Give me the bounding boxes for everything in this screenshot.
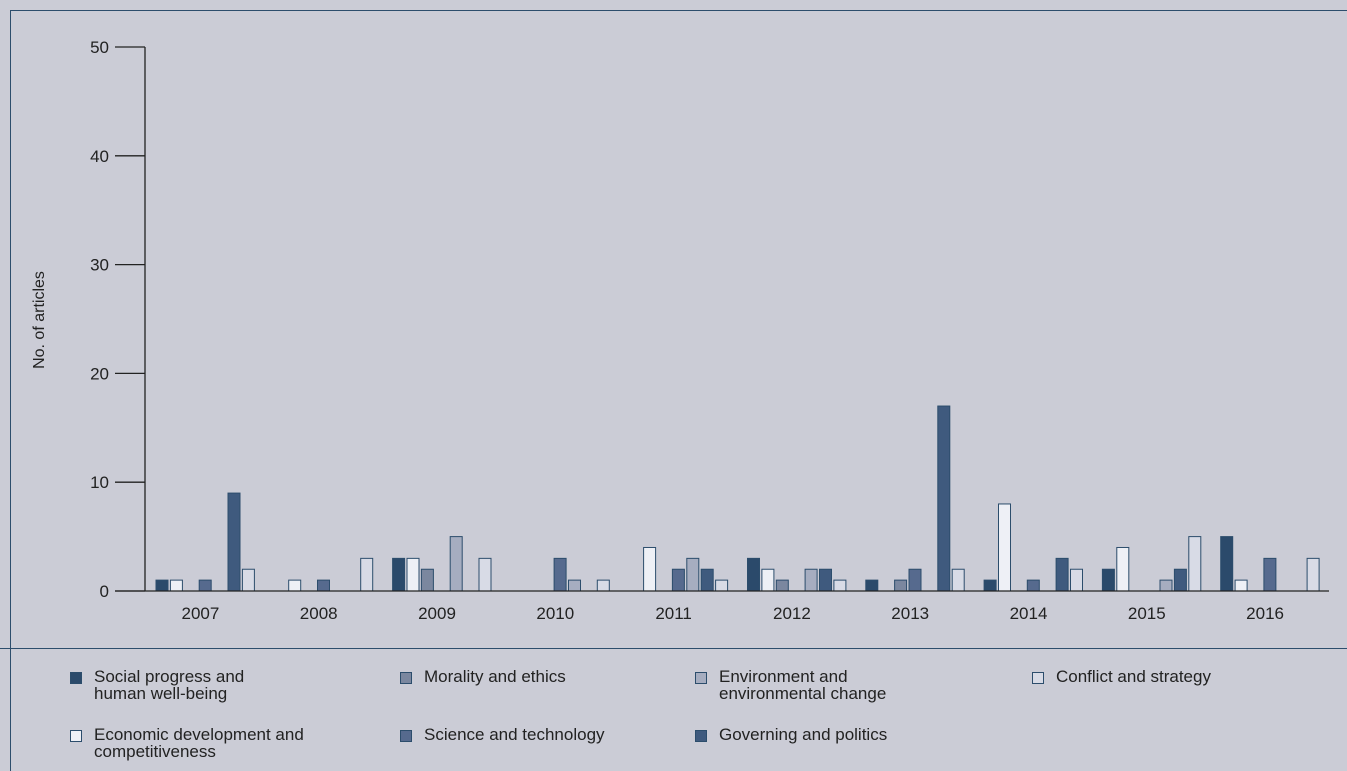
x-tick-label: 2016 bbox=[1246, 604, 1284, 623]
bar bbox=[198, 579, 212, 592]
y-tick-label: 10 bbox=[90, 473, 109, 492]
legend-swatch bbox=[1032, 672, 1044, 684]
legend-label: Morality and ethics bbox=[424, 667, 566, 686]
bar bbox=[288, 579, 302, 592]
bar bbox=[937, 405, 951, 592]
bar bbox=[227, 492, 241, 592]
bar-chart: 0 10 20 30 40 50 2007 2008 2009 2010 2011 2012 2013 2… bbox=[31, 38, 1329, 623]
bar bbox=[671, 568, 685, 592]
bar bbox=[241, 568, 255, 592]
x-tick-label: 2009 bbox=[418, 604, 456, 623]
y-tick-label: 0 bbox=[100, 582, 109, 601]
bar bbox=[553, 557, 567, 592]
legend-label: Economic development and competitiveness bbox=[94, 725, 304, 761]
y-tick-label: 50 bbox=[90, 38, 109, 57]
y-tick-label: 40 bbox=[90, 147, 109, 166]
legend-label: Governing and politics bbox=[719, 725, 888, 744]
legend-swatch bbox=[70, 672, 82, 684]
bar bbox=[983, 579, 997, 592]
legend-item-science-technology: Science and technology bbox=[400, 726, 605, 743]
bar bbox=[819, 568, 832, 592]
bar bbox=[747, 557, 760, 592]
bar bbox=[1026, 579, 1040, 592]
bar bbox=[1220, 536, 1234, 592]
legend-item-economic-development: Economic development and competitiveness bbox=[70, 726, 304, 760]
bar bbox=[908, 568, 922, 592]
x-tick-label: 2008 bbox=[300, 604, 338, 623]
legend-swatch bbox=[400, 672, 412, 684]
legend-swatch bbox=[70, 730, 82, 742]
legend-swatch bbox=[695, 672, 707, 684]
x-tick-label: 2015 bbox=[1128, 604, 1166, 623]
x-tick-label: 2007 bbox=[181, 604, 219, 623]
bar bbox=[155, 579, 169, 592]
bar bbox=[392, 557, 406, 592]
bar bbox=[406, 557, 420, 592]
bars-group bbox=[155, 405, 1320, 592]
x-tick-label: 2013 bbox=[891, 604, 929, 623]
plot-border-top bbox=[10, 10, 1347, 11]
bar bbox=[951, 568, 965, 592]
bar bbox=[761, 568, 775, 592]
x-tick-label: 2011 bbox=[655, 604, 692, 623]
legend-label: Science and technology bbox=[424, 725, 605, 744]
bar bbox=[449, 536, 463, 592]
legend-item-environment: Environment and environmental change bbox=[695, 668, 886, 702]
bar bbox=[1234, 579, 1248, 592]
bar bbox=[1159, 579, 1173, 592]
bar bbox=[596, 579, 610, 592]
axes-group: 0 10 20 30 40 50 2007 2008 2009 2010 2011 2012 2013 2… bbox=[90, 38, 1329, 623]
y-tick-label: 20 bbox=[90, 364, 109, 383]
bar bbox=[700, 568, 714, 592]
bar bbox=[169, 579, 183, 592]
legend-item-governing-politics: Governing and politics bbox=[695, 726, 887, 743]
bar bbox=[317, 579, 330, 592]
bar bbox=[1173, 568, 1187, 592]
bar bbox=[420, 568, 434, 592]
bar bbox=[865, 579, 879, 592]
legend-item-social-progress: Social progress and human well-being bbox=[70, 668, 244, 702]
bar bbox=[804, 568, 818, 592]
bar bbox=[1188, 536, 1202, 592]
legend-swatch bbox=[400, 730, 412, 742]
bar bbox=[1101, 568, 1115, 592]
legend-label: Conflict and strategy bbox=[1056, 667, 1211, 686]
y-tick-label: 30 bbox=[90, 256, 109, 275]
legend-label: Environment and environmental change bbox=[719, 667, 887, 703]
bar bbox=[686, 557, 700, 592]
bar bbox=[894, 579, 908, 592]
legend-label: Social progress and human well-being bbox=[94, 667, 245, 703]
bar bbox=[1070, 568, 1083, 592]
legend-divider bbox=[0, 648, 1347, 649]
bar bbox=[715, 579, 729, 592]
plot-border-left bbox=[10, 10, 11, 771]
legend-item-morality-ethics: Morality and ethics bbox=[400, 668, 566, 685]
bar bbox=[998, 503, 1011, 592]
bar bbox=[833, 579, 847, 592]
bar bbox=[1263, 557, 1277, 592]
bar bbox=[478, 557, 492, 592]
bar bbox=[360, 557, 374, 592]
y-axis-title: No. of articles bbox=[31, 271, 48, 369]
bar bbox=[1055, 557, 1069, 592]
legend-swatch bbox=[695, 730, 707, 742]
legend-item-conflict-strategy: Conflict and strategy bbox=[1032, 668, 1211, 685]
bar bbox=[1306, 557, 1320, 592]
bar bbox=[775, 579, 789, 592]
x-tick-label: 2012 bbox=[773, 604, 811, 623]
bar bbox=[1116, 546, 1130, 592]
x-tick-label: 2014 bbox=[1010, 604, 1048, 623]
bar bbox=[643, 546, 657, 592]
bar bbox=[568, 579, 581, 592]
x-tick-label: 2010 bbox=[536, 604, 574, 623]
